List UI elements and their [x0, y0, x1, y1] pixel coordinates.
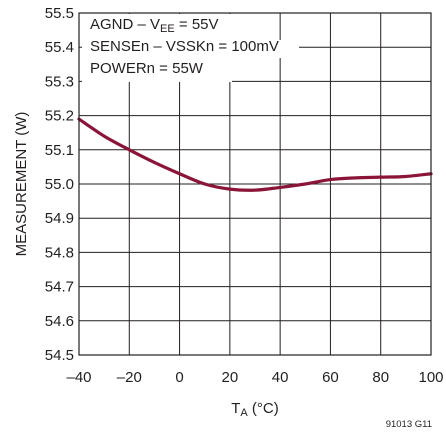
y-tick-label: 55.3 — [45, 73, 74, 90]
x-tick-label: 40 — [272, 369, 289, 386]
annotation-line-sense: SENSEn – VSSKn = 100mV — [90, 38, 279, 55]
y-tick-labels: 54.5 54.6 54.7 54.8 54.9 55.0 55.1 55.2 55.3 55.4… — [45, 5, 74, 364]
annotation-mask-3 — [82, 58, 232, 82]
x-tick-label: –20 — [117, 369, 142, 386]
x-tick-label: 80 — [372, 369, 389, 386]
series-line — [77, 117, 433, 192]
x-tick-label: 20 — [222, 369, 239, 386]
x-axis-title: TA (°C) — [231, 400, 279, 419]
y-tick-label: 55.1 — [45, 142, 74, 159]
x-tick-label: 0 — [175, 369, 183, 386]
y-tick-label: 55.0 — [45, 176, 74, 193]
y-tick-label: 54.7 — [45, 279, 74, 296]
x-tick-label: –40 — [66, 369, 91, 386]
y-tick-label: 54.8 — [45, 244, 74, 261]
annotation-line-agnd: AGND – VEE = 55V — [90, 16, 219, 35]
annotation-mask-1 — [82, 14, 232, 40]
annotation-box: AGND – VEE = 55V SENSEn – VSSKn = 100mV … — [82, 14, 299, 82]
y-tick-label: 54.6 — [45, 313, 74, 330]
y-tick-label: 55.4 — [45, 39, 74, 56]
annotation-mask-2 — [82, 40, 299, 58]
figure-id: 91013 G11 — [386, 419, 432, 430]
y-tick-label: 54.5 — [45, 347, 74, 364]
plot-frame — [78, 12, 432, 356]
series-group — [77, 117, 433, 192]
x-tick-labels: –40 –20 0 20 40 60 80 100 — [66, 369, 443, 386]
annotation-line-power: POWERn = 55W — [90, 60, 204, 77]
x-tick-label: 60 — [322, 369, 339, 386]
y-axis-title: MEASUREMENT (W) — [13, 112, 30, 257]
y-tick-label: 55.2 — [45, 108, 74, 125]
y-tick-label: 55.5 — [45, 5, 74, 22]
x-tick-label: 100 — [418, 369, 443, 386]
y-tick-label: 54.9 — [45, 210, 74, 227]
